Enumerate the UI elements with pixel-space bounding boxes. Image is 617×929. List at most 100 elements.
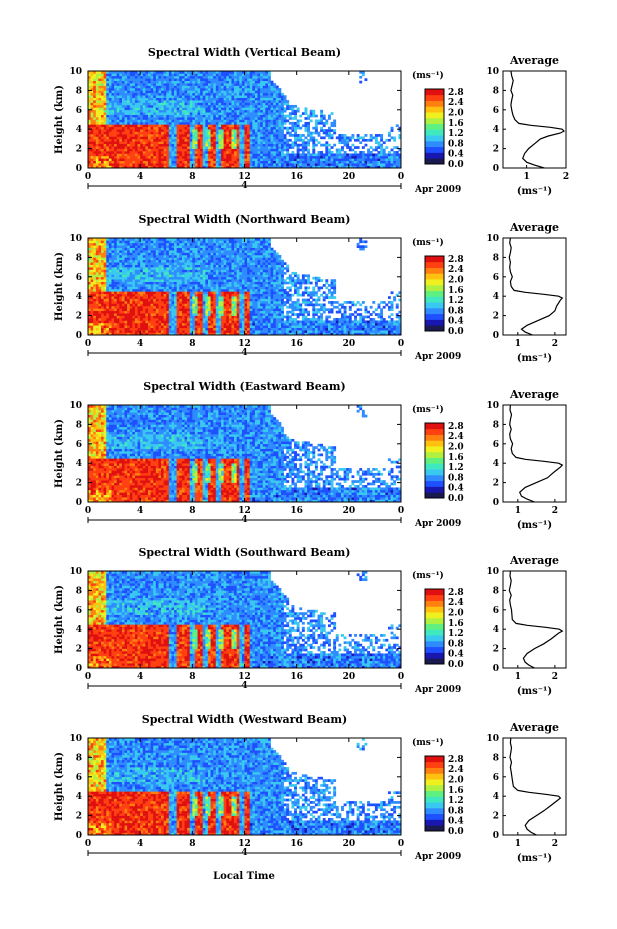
- heatmap-cell: [111, 104, 115, 108]
- heatmap-cell: [304, 117, 308, 120]
- heatmap-cell: [132, 141, 136, 145]
- heatmap-cell: [294, 129, 297, 132]
- heatmap-cell: [142, 146, 146, 149]
- heatmap-cell: [142, 315, 146, 319]
- heatmap-cell: [343, 158, 347, 162]
- heatmap-cell: [106, 160, 110, 164]
- heatmap-cell: [296, 155, 300, 159]
- heatmap-cell: [161, 124, 164, 128]
- heatmap-cell: [184, 119, 188, 123]
- heatmap-cell: [137, 124, 141, 128]
- heatmap-cell: [150, 107, 154, 111]
- heatmap-cell: [247, 134, 251, 137]
- heatmap-cell: [187, 114, 191, 118]
- heatmap-cell: [153, 259, 157, 263]
- heatmap-cell: [140, 288, 144, 292]
- heatmap-cell: [257, 107, 261, 111]
- heatmap-cell: [312, 148, 316, 152]
- heatmap-cell: [101, 134, 104, 137]
- heatmap-cell: [168, 245, 172, 248]
- heatmap-cell: [202, 131, 206, 135]
- heatmap-cell: [127, 163, 131, 166]
- heatmap-cell: [252, 102, 256, 106]
- heatmap-cell: [317, 163, 321, 166]
- heatmap-cell: [236, 136, 240, 140]
- heatmap-cell: [257, 146, 261, 149]
- heatmap-cell: [343, 163, 347, 166]
- heatmap-cell: [142, 313, 146, 316]
- heatmap-cell: [286, 141, 290, 145]
- heatmap-cell: [176, 114, 180, 118]
- heatmap-cell: [247, 97, 251, 101]
- heatmap-cell: [341, 165, 344, 169]
- heatmap-cell: [184, 107, 188, 111]
- heatmap-cell: [252, 134, 256, 137]
- heatmap-cell: [106, 92, 110, 96]
- heatmap-cell: [333, 165, 337, 169]
- heatmap-cell: [116, 102, 120, 106]
- heatmap-cell: [325, 158, 329, 162]
- heatmap-cell: [223, 114, 227, 118]
- heatmap-cell: [187, 134, 191, 137]
- heatmap-cell: [181, 73, 185, 77]
- heatmap-cell: [101, 155, 104, 159]
- heatmap-cell: [226, 71, 230, 74]
- heatmap-cell: [231, 138, 235, 142]
- heatmap-cell: [215, 107, 219, 111]
- heatmap-cell: [153, 107, 157, 111]
- heatmap-cell: [194, 92, 198, 96]
- heatmap-cell: [189, 78, 193, 81]
- heatmap-cell: [275, 112, 279, 115]
- heatmap-cell: [179, 73, 183, 77]
- heatmap-cell: [106, 240, 110, 244]
- heatmap-cell: [299, 126, 303, 130]
- heatmap-cell: [215, 136, 219, 140]
- heatmap-cell: [114, 247, 117, 251]
- heatmap-cell: [267, 112, 271, 115]
- heatmap-cell: [249, 80, 253, 84]
- heatmap-cell: [161, 136, 164, 140]
- heatmap-cell: [244, 124, 248, 128]
- heatmap-cell: [161, 320, 164, 324]
- heatmap-cell: [111, 97, 115, 101]
- heatmap-cell: [111, 124, 115, 128]
- heatmap-cell: [166, 262, 170, 265]
- heatmap-cell: [179, 163, 183, 166]
- heatmap-cell: [205, 148, 209, 152]
- heatmap-cell: [101, 75, 104, 79]
- heatmap-cell: [189, 148, 193, 152]
- heatmap-cell: [132, 284, 136, 287]
- heatmap-cell: [90, 271, 94, 275]
- heatmap-cell: [101, 330, 104, 333]
- heatmap-cell: [262, 109, 266, 113]
- heatmap-cell: [398, 160, 402, 164]
- heatmap-cell: [338, 158, 342, 162]
- heatmap-cell: [153, 293, 157, 297]
- heatmap-cell: [90, 75, 94, 79]
- heatmap-cell: [254, 143, 258, 147]
- heatmap-cell: [171, 238, 175, 241]
- heatmap-cell: [189, 151, 193, 154]
- colorbar-swatch: [425, 140, 444, 148]
- heatmap-cell: [377, 153, 381, 157]
- heatmap-cell: [155, 131, 159, 135]
- heatmap-cell: [101, 247, 104, 251]
- heatmap-cell: [140, 80, 144, 84]
- heatmap-cell: [231, 141, 235, 145]
- heatmap-cell: [121, 119, 125, 123]
- heatmap-cell: [134, 322, 138, 326]
- heatmap-cell: [134, 107, 138, 111]
- heatmap-cell: [121, 112, 125, 115]
- heatmap-cell: [286, 138, 290, 142]
- heatmap-cell: [163, 254, 167, 258]
- heatmap-cell: [369, 138, 373, 142]
- heatmap-cell: [127, 303, 131, 307]
- heatmap-cell: [247, 75, 251, 79]
- heatmap-cell: [155, 121, 159, 125]
- heatmap-cell: [348, 158, 352, 162]
- heatmap-cell: [124, 327, 128, 331]
- heatmap-cell: [111, 250, 115, 253]
- heatmap-cell: [155, 92, 159, 96]
- heatmap-cell: [320, 114, 324, 118]
- heatmap-cell: [234, 155, 237, 159]
